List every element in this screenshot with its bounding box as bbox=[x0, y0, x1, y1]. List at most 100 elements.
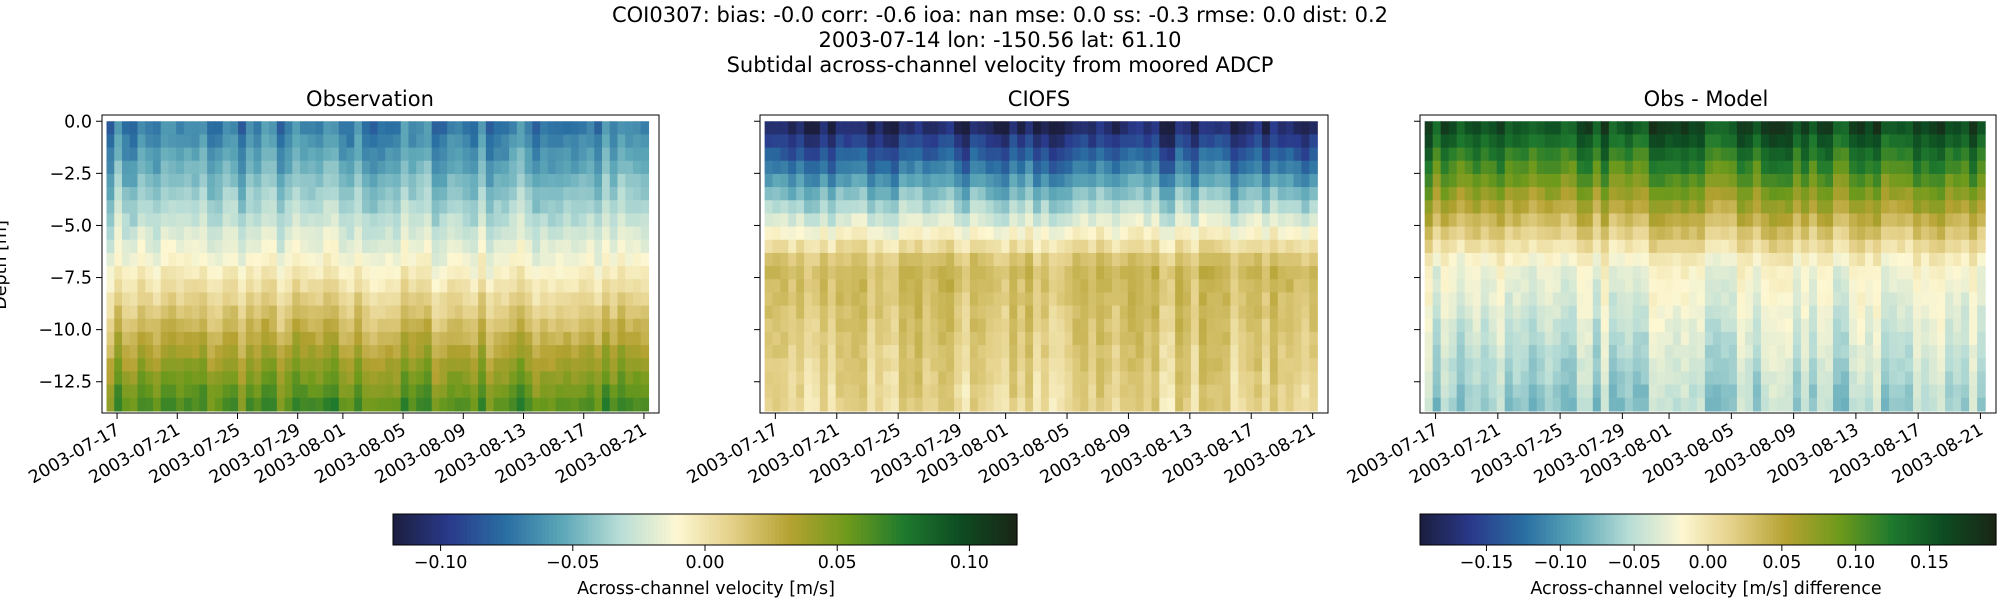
heatmap-cell bbox=[1254, 187, 1263, 201]
heatmap-cell bbox=[1840, 331, 1850, 346]
heatmap-cell bbox=[969, 173, 979, 188]
heatmap-cell bbox=[1080, 279, 1089, 294]
heatmap-cell bbox=[114, 134, 123, 149]
heatmap-cell bbox=[168, 134, 177, 149]
heatmap-cell bbox=[875, 173, 884, 188]
colorbar-swatch bbox=[1632, 514, 1637, 545]
heatmap-cell bbox=[1640, 147, 1650, 162]
heatmap-cell bbox=[1190, 384, 1200, 399]
heatmap-cell bbox=[1929, 226, 1938, 241]
heatmap-cell bbox=[1206, 252, 1216, 267]
heatmap-cell bbox=[835, 397, 845, 412]
colorbar-swatch bbox=[615, 514, 620, 545]
heatmap-cell bbox=[1913, 252, 1922, 267]
heatmap-cell bbox=[1056, 397, 1066, 412]
heatmap-cell bbox=[423, 160, 433, 175]
heatmap-cell bbox=[323, 213, 332, 228]
heatmap-cell bbox=[1504, 345, 1514, 359]
heatmap-cell bbox=[1448, 173, 1458, 188]
heatmap-cell bbox=[1080, 292, 1089, 307]
heatmap-cell bbox=[1040, 239, 1050, 254]
heatmap-cell bbox=[462, 266, 471, 280]
heatmap-cell bbox=[1953, 252, 1962, 267]
heatmap-cell bbox=[867, 134, 876, 149]
heatmap-cell bbox=[602, 213, 611, 228]
heatmap-cell bbox=[276, 384, 286, 399]
heatmap-cell bbox=[1592, 279, 1602, 294]
heatmap-cell bbox=[1728, 121, 1738, 136]
heatmap-cell bbox=[1889, 226, 1898, 241]
colorbar-swatch bbox=[591, 514, 597, 545]
heatmap-cell bbox=[1696, 292, 1706, 307]
heatmap-cell bbox=[1736, 252, 1746, 267]
heatmap-cell bbox=[1056, 266, 1066, 280]
heatmap-cell bbox=[1040, 371, 1050, 386]
heatmap-cell bbox=[1784, 134, 1794, 149]
heatmap-cell bbox=[1293, 252, 1303, 267]
heatmap-cell bbox=[261, 134, 270, 149]
heatmap-cell bbox=[1143, 134, 1153, 149]
heatmap-cell bbox=[1776, 147, 1786, 162]
heatmap-cell bbox=[385, 358, 394, 373]
heatmap-cell bbox=[1929, 345, 1938, 359]
heatmap-cell bbox=[1254, 279, 1263, 294]
heatmap-cell bbox=[160, 384, 170, 399]
heatmap-cell bbox=[331, 305, 340, 320]
heatmap-cell bbox=[214, 279, 224, 294]
heatmap-cell bbox=[1752, 331, 1762, 346]
heatmap-cell bbox=[168, 358, 177, 373]
heatmap-cell bbox=[493, 371, 502, 386]
heatmap-cell bbox=[1127, 318, 1137, 333]
heatmap-cell bbox=[1969, 331, 1978, 346]
heatmap-cell bbox=[470, 397, 479, 412]
heatmap-cell bbox=[1881, 331, 1890, 346]
heatmap-cell bbox=[1865, 397, 1874, 412]
heatmap-cell bbox=[1025, 292, 1034, 307]
heatmap-cell bbox=[416, 160, 425, 175]
heatmap-cell bbox=[1865, 226, 1874, 241]
heatmap-cell bbox=[269, 147, 278, 162]
heatmap-cell bbox=[1183, 134, 1192, 149]
heatmap-cell bbox=[906, 292, 916, 307]
heatmap-cell bbox=[152, 239, 162, 254]
heatmap-cell bbox=[516, 305, 526, 320]
heatmap-cell bbox=[1688, 252, 1698, 267]
heatmap-cell bbox=[843, 134, 853, 149]
colorbar-swatch bbox=[572, 514, 577, 545]
heatmap-cell bbox=[1017, 397, 1026, 412]
heatmap-cell bbox=[1680, 213, 1690, 228]
heatmap-cell bbox=[1616, 134, 1626, 149]
heatmap-cell bbox=[1309, 371, 1318, 386]
heatmap-cell bbox=[1656, 187, 1666, 201]
heatmap-cell bbox=[1632, 134, 1642, 149]
heatmap-cell bbox=[1688, 187, 1698, 201]
heatmap-cell bbox=[323, 252, 332, 267]
heatmap-cell bbox=[346, 358, 355, 373]
heatmap-cell bbox=[1608, 160, 1618, 175]
heatmap-cell bbox=[609, 384, 619, 399]
heatmap-cell bbox=[168, 384, 177, 399]
heatmap-cell bbox=[1624, 345, 1634, 359]
heatmap-cell bbox=[609, 345, 619, 359]
heatmap-cell bbox=[1672, 200, 1682, 215]
heatmap-cell bbox=[867, 305, 876, 320]
heatmap-cell bbox=[1937, 213, 1946, 228]
heatmap-cell bbox=[1277, 331, 1287, 346]
colorbar-swatch bbox=[1672, 514, 1677, 545]
heatmap-cell bbox=[1945, 239, 1954, 254]
heatmap-cell bbox=[1127, 226, 1137, 241]
heatmap-cell bbox=[1504, 331, 1514, 346]
heatmap-cell bbox=[1293, 121, 1303, 136]
heatmap-cell bbox=[245, 371, 255, 386]
colorbar-swatch bbox=[978, 514, 983, 545]
heatmap-cell bbox=[1464, 279, 1474, 294]
heatmap-cell bbox=[1728, 160, 1738, 175]
heatmap-cell bbox=[191, 279, 201, 294]
heatmap-cell bbox=[961, 226, 971, 241]
heatmap-cell bbox=[1744, 331, 1754, 346]
heatmap-cell bbox=[214, 160, 224, 175]
heatmap-cell bbox=[586, 305, 595, 320]
heatmap-cell bbox=[1183, 160, 1192, 175]
colorbar-swatch bbox=[1639, 514, 1644, 545]
heatmap-cell bbox=[1656, 134, 1666, 149]
